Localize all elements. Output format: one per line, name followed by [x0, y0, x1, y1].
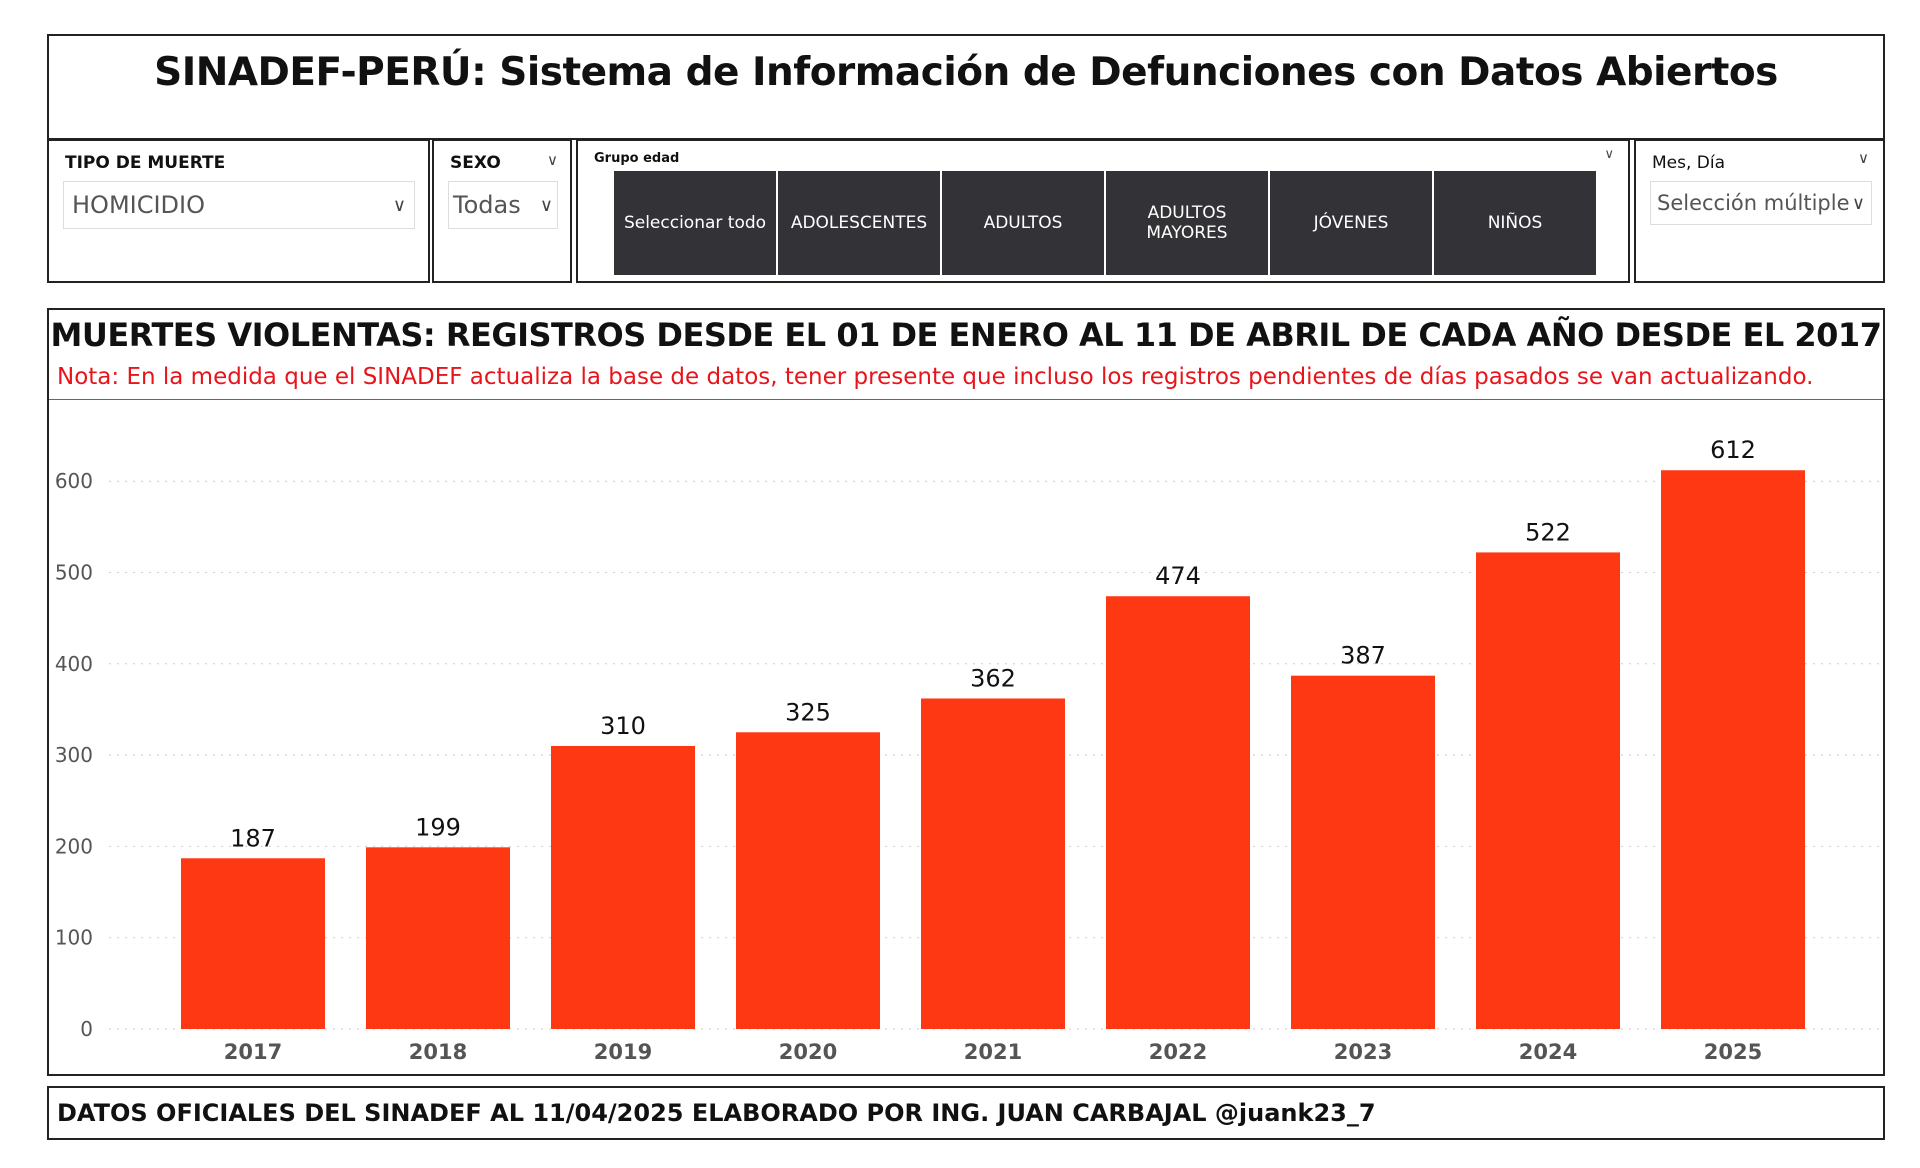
x-tick-label: 2017 — [224, 1040, 282, 1064]
mes-dia-slicer: Mes, Día ∨ Selección múltiple ∨ — [1634, 139, 1885, 283]
x-tick-label: 2020 — [779, 1040, 837, 1064]
chevron-down-icon: ∨ — [1851, 192, 1865, 214]
bar-chart: 0 100 200 300 400 500 600 187 2017 199 2018 310 2019… — [55, 436, 1883, 1064]
chart-title: MUERTES VIOLENTAS: REGISTROS DESDE EL 01… — [50, 316, 1882, 354]
x-tick-label: 2022 — [1149, 1040, 1207, 1064]
footer-text: DATOS OFICIALES DEL SINADEF AL 11/04/202… — [57, 1099, 1376, 1127]
data-label: 387 — [1340, 642, 1386, 670]
chevron-down-icon[interactable]: ∨ — [1604, 147, 1614, 162]
data-label: 612 — [1710, 436, 1756, 464]
grupo-option-adolescentes[interactable]: ADOLESCENTES — [778, 171, 940, 275]
mes-label: Mes, Día — [1652, 153, 1726, 173]
y-tick-label: 600 — [55, 469, 93, 493]
bar-2017 — [181, 858, 325, 1029]
bar-2020 — [736, 732, 880, 1029]
data-label: 187 — [230, 824, 276, 852]
data-label: 474 — [1155, 562, 1201, 590]
y-tick-label: 400 — [55, 652, 93, 676]
page-title: SINADEF-PERÚ: Sistema de Información de … — [154, 49, 1778, 95]
bar-2019 — [551, 745, 695, 1029]
bar-2021 — [921, 698, 1065, 1029]
x-tick-label: 2023 — [1334, 1040, 1392, 1064]
x-tick-label: 2018 — [409, 1040, 467, 1064]
x-tick-label: 2024 — [1519, 1040, 1577, 1064]
data-label: 310 — [600, 712, 646, 740]
chart-note: Nota: En la medida que el SINADEF actual… — [57, 364, 1814, 390]
y-tick-label: 0 — [80, 1017, 93, 1041]
divider — [49, 399, 1883, 400]
grupo-edad-slicer: Grupo edad ∨ Seleccionar todo ADOLESCENT… — [576, 139, 1630, 283]
grupo-option-seleccionar-todo[interactable]: Seleccionar todo — [614, 171, 776, 275]
y-tick-label: 100 — [55, 926, 93, 950]
chevron-down-icon: ∨ — [392, 194, 406, 216]
header: SINADEF-PERÚ: Sistema de Información de … — [47, 34, 1885, 140]
grupo-option-ninos[interactable]: NIÑOS — [1434, 171, 1596, 275]
y-tick-label: 300 — [55, 743, 93, 767]
data-label: 325 — [785, 698, 831, 726]
sexo-dropdown[interactable]: Todas ∨ — [448, 181, 558, 229]
tipo-slicer: TIPO DE MUERTE HOMICIDIO ∨ — [47, 139, 430, 283]
bar-2025 — [1661, 470, 1805, 1029]
tipo-label: TIPO DE MUERTE — [65, 153, 226, 173]
mes-dropdown[interactable]: Selección múltiple ∨ — [1650, 181, 1872, 225]
bar-2018 — [366, 847, 510, 1029]
data-label: 362 — [970, 664, 1016, 692]
x-tick-label: 2019 — [594, 1040, 652, 1064]
sexo-value: Todas — [453, 191, 521, 219]
x-tick-label: 2021 — [964, 1040, 1022, 1064]
grupo-option-adultos[interactable]: ADULTOS — [942, 171, 1104, 275]
y-tick-label: 500 — [55, 561, 93, 585]
mes-value: Selección múltiple — [1657, 191, 1850, 215]
bar-2024 — [1476, 552, 1620, 1029]
sexo-slicer: SEXO ∨ Todas ∨ — [432, 139, 572, 283]
grupo-option-jovenes[interactable]: JÓVENES — [1270, 171, 1432, 275]
chevron-down-icon[interactable]: ∨ — [547, 151, 558, 169]
bar-2022 — [1106, 596, 1250, 1029]
x-tick-label: 2025 — [1704, 1040, 1762, 1064]
grupo-label: Grupo edad — [594, 151, 680, 166]
chevron-down-icon: ∨ — [539, 194, 553, 216]
data-label: 199 — [415, 813, 461, 841]
y-tick-label: 200 — [55, 834, 93, 858]
chart-panel: MUERTES VIOLENTAS: REGISTROS DESDE EL 01… — [47, 308, 1885, 1076]
tipo-dropdown[interactable]: HOMICIDIO ∨ — [63, 181, 415, 229]
data-label: 522 — [1525, 518, 1571, 546]
tipo-value: HOMICIDIO — [72, 191, 206, 219]
footer: DATOS OFICIALES DEL SINADEF AL 11/04/202… — [47, 1086, 1885, 1140]
bar-2023 — [1291, 675, 1435, 1029]
chevron-down-icon[interactable]: ∨ — [1858, 149, 1869, 167]
grupo-option-adultos-mayores[interactable]: ADULTOS MAYORES — [1106, 171, 1268, 275]
sexo-label: SEXO — [450, 153, 501, 173]
